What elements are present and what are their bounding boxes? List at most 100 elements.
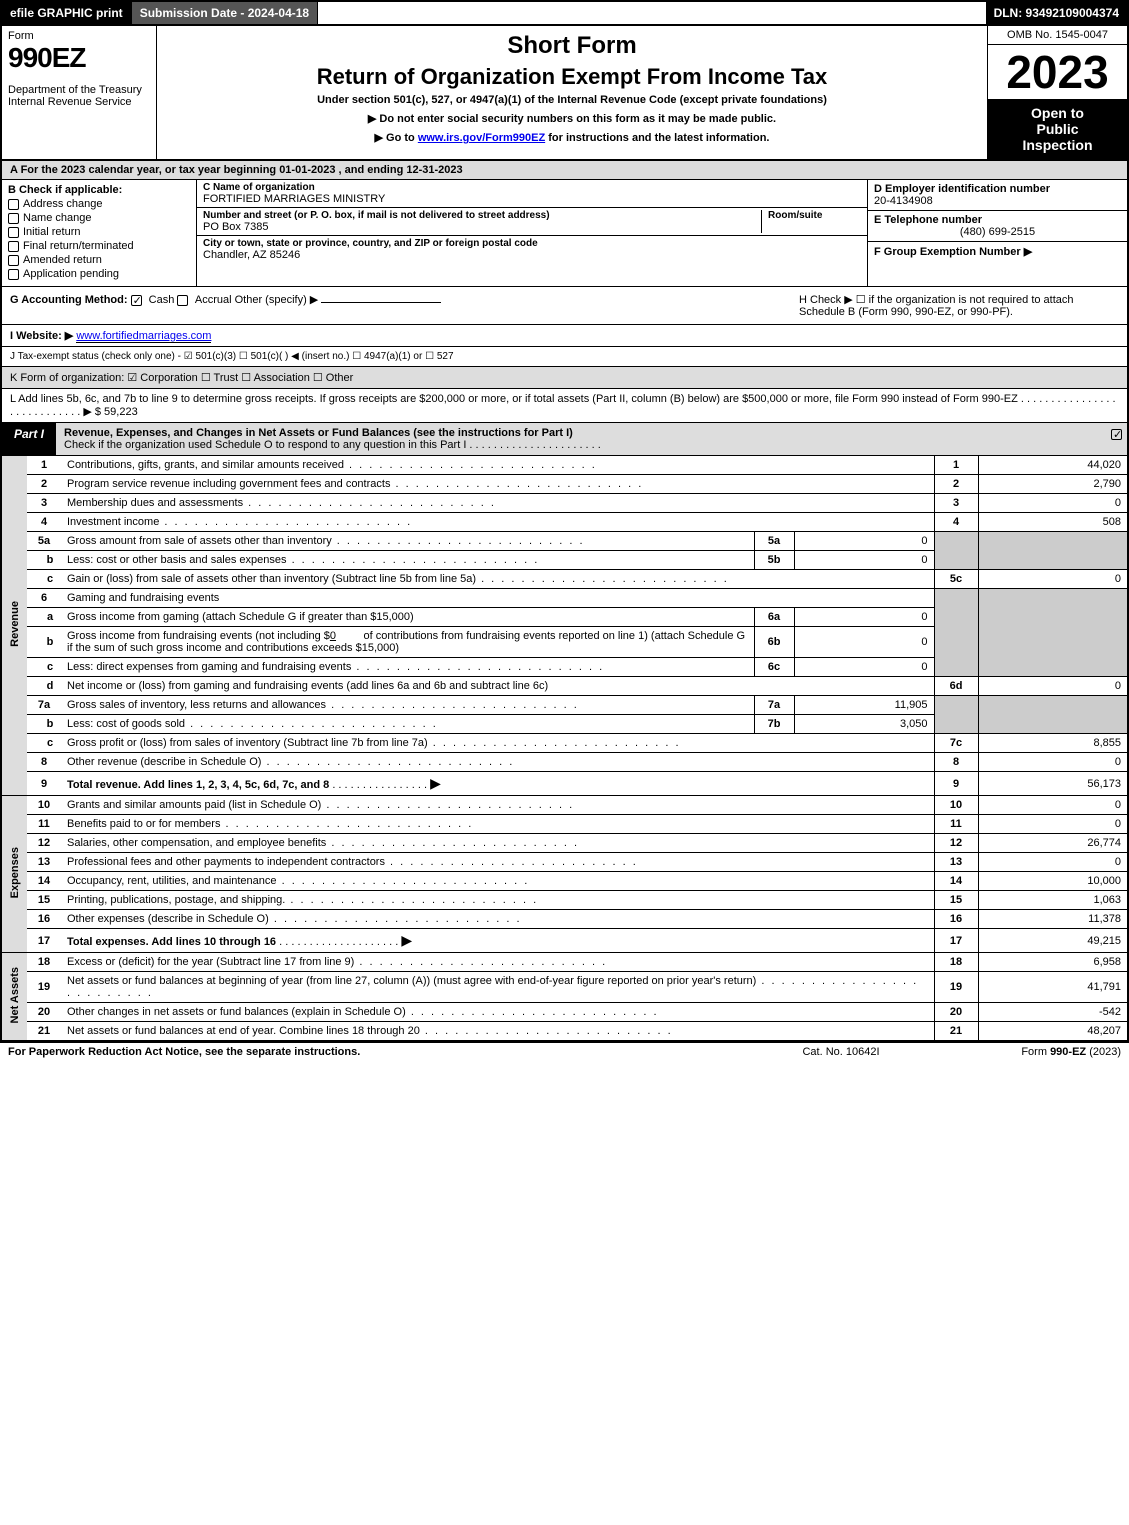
chk-initial-return[interactable]: Initial return	[8, 226, 190, 238]
dln: DLN: 93492109004374	[986, 2, 1127, 24]
line-desc: Excess or (deficit) for the year (Subtra…	[61, 953, 934, 972]
line-11: 11 Benefits paid to or for members 11 0	[1, 815, 1128, 834]
line-num: 13	[27, 853, 61, 872]
line-val: 508	[978, 513, 1128, 532]
form-header: Form 990EZ Department of the Treasury In…	[0, 26, 1129, 161]
line-desc: Less: direct expenses from gaming and fu…	[61, 658, 754, 677]
line-num: 6	[27, 589, 61, 608]
irs-link[interactable]: www.irs.gov/Form990EZ	[418, 132, 545, 144]
shaded-cell	[978, 589, 1128, 677]
checkbox-icon[interactable]	[8, 269, 19, 280]
chk-name-change[interactable]: Name change	[8, 212, 190, 224]
checkbox-icon[interactable]	[8, 199, 19, 210]
line-val: 56,173	[978, 772, 1128, 796]
footer-pre: Form	[1021, 1046, 1050, 1058]
footer-left: For Paperwork Reduction Act Notice, see …	[8, 1046, 741, 1058]
checkbox-icon[interactable]	[8, 241, 19, 252]
part-1-subtitle: Check if the organization used Schedule …	[64, 439, 601, 451]
line-val: 0	[978, 815, 1128, 834]
line-desc: Less: cost or other basis and sales expe…	[61, 551, 754, 570]
street: PO Box 7385	[203, 221, 761, 233]
line-val: 8,855	[978, 734, 1128, 753]
line-desc: Net assets or fund balances at beginning…	[61, 972, 934, 1003]
line-ref: 6d	[934, 677, 978, 696]
line-num: 12	[27, 834, 61, 853]
line-desc: Investment income	[61, 513, 934, 532]
instr-ssn: ▶ Do not enter social security numbers o…	[167, 112, 977, 125]
line-17: 17 Total expenses. Add lines 10 through …	[1, 929, 1128, 953]
line-ref: 12	[934, 834, 978, 853]
section-def: D Employer identification number 20-4134…	[867, 180, 1127, 286]
line-num: b	[27, 627, 61, 658]
part-1-checkbox[interactable]	[1107, 423, 1127, 455]
line-desc: Other revenue (describe in Schedule O)	[61, 753, 934, 772]
footer-form-ref: Form 990-EZ (2023)	[941, 1046, 1121, 1058]
open-line1: Open to	[992, 105, 1123, 121]
line-desc: Net income or (loss) from gaming and fun…	[61, 677, 934, 696]
inline-ref: 6b	[754, 627, 794, 658]
g-label: G Accounting Method:	[10, 294, 128, 306]
instr-goto: ▶ Go to www.irs.gov/Form990EZ for instru…	[167, 131, 977, 144]
shaded-cell	[934, 696, 978, 734]
section-h: H Check ▶ ☐ if the organization is not r…	[799, 293, 1119, 318]
line-num: c	[27, 658, 61, 677]
other-specify-input[interactable]	[321, 302, 441, 303]
line-desc: Salaries, other compensation, and employ…	[61, 834, 934, 853]
chk-application-pending[interactable]: Application pending	[8, 268, 190, 280]
efile-graphic-print[interactable]: efile GRAPHIC print	[2, 2, 132, 24]
line-desc: Gross amount from sale of assets other t…	[61, 532, 754, 551]
line-num: c	[27, 570, 61, 589]
checkbox-icon[interactable]	[8, 255, 19, 266]
street-label: Number and street (or P. O. box, if mail…	[203, 210, 761, 221]
line-desc: Gross income from fundraising events (no…	[61, 627, 754, 658]
line-val: 11,378	[978, 910, 1128, 929]
sections-gh: G Accounting Method: Cash Accrual Other …	[0, 287, 1129, 325]
chk-amended-return[interactable]: Amended return	[8, 254, 190, 266]
line-ref: 20	[934, 1003, 978, 1022]
line-desc: Gaming and fundraising events	[61, 589, 934, 608]
checkbox-icon[interactable]	[8, 227, 19, 238]
line-desc: Gain or (loss) from sale of assets other…	[61, 570, 934, 589]
inline-ref: 6a	[754, 608, 794, 627]
website-link[interactable]: www.fortifiedmarriages.com	[76, 330, 211, 343]
group-exemption-row: F Group Exemption Number ▶	[868, 242, 1127, 286]
line-num: 19	[27, 972, 61, 1003]
section-j: J Tax-exempt status (check only one) - ☑…	[0, 347, 1129, 367]
org-name-row: C Name of organization FORTIFIED MARRIAG…	[197, 180, 867, 208]
line-num: 20	[27, 1003, 61, 1022]
inline-ref: 7b	[754, 715, 794, 734]
chk-final-return[interactable]: Final return/terminated	[8, 240, 190, 252]
shaded-cell	[934, 532, 978, 570]
line-13: 13 Professional fees and other payments …	[1, 853, 1128, 872]
netassets-vertical-label: Net Assets	[1, 953, 27, 1042]
line-num: b	[27, 551, 61, 570]
ein: 20-4134908	[874, 195, 1121, 207]
chk-address-change[interactable]: Address change	[8, 198, 190, 210]
inline-val: 0	[794, 551, 934, 570]
line-12: 12 Salaries, other compensation, and emp…	[1, 834, 1128, 853]
line-7a: 7a Gross sales of inventory, less return…	[1, 696, 1128, 715]
line-num: 17	[27, 929, 61, 953]
line-val: 0	[978, 677, 1128, 696]
chk-cash[interactable]	[131, 295, 142, 306]
section-g: G Accounting Method: Cash Accrual Other …	[10, 293, 799, 318]
checkbox-icon[interactable]	[1111, 429, 1122, 440]
section-l-value: 59,223	[104, 406, 138, 418]
checkbox-icon[interactable]	[8, 213, 19, 224]
line-15: 15 Printing, publications, postage, and …	[1, 891, 1128, 910]
line-val: 2,790	[978, 475, 1128, 494]
line-num: 8	[27, 753, 61, 772]
city: Chandler, AZ 85246	[203, 249, 861, 261]
line-6: 6 Gaming and fundraising events	[1, 589, 1128, 608]
line-num: c	[27, 734, 61, 753]
phone-row: E Telephone number (480) 699-2515	[868, 211, 1127, 242]
line-val: 0	[978, 853, 1128, 872]
phone-label: E Telephone number	[874, 214, 1121, 226]
line-desc: Other expenses (describe in Schedule O)	[61, 910, 934, 929]
submission-date: Submission Date - 2024-04-18	[132, 2, 318, 24]
line-3: 3 Membership dues and assessments 3 0	[1, 494, 1128, 513]
instr-goto-pre: ▶ Go to	[375, 132, 418, 144]
chk-accrual[interactable]	[177, 295, 188, 306]
line-18: Net Assets 18 Excess or (deficit) for th…	[1, 953, 1128, 972]
shaded-cell	[934, 589, 978, 677]
